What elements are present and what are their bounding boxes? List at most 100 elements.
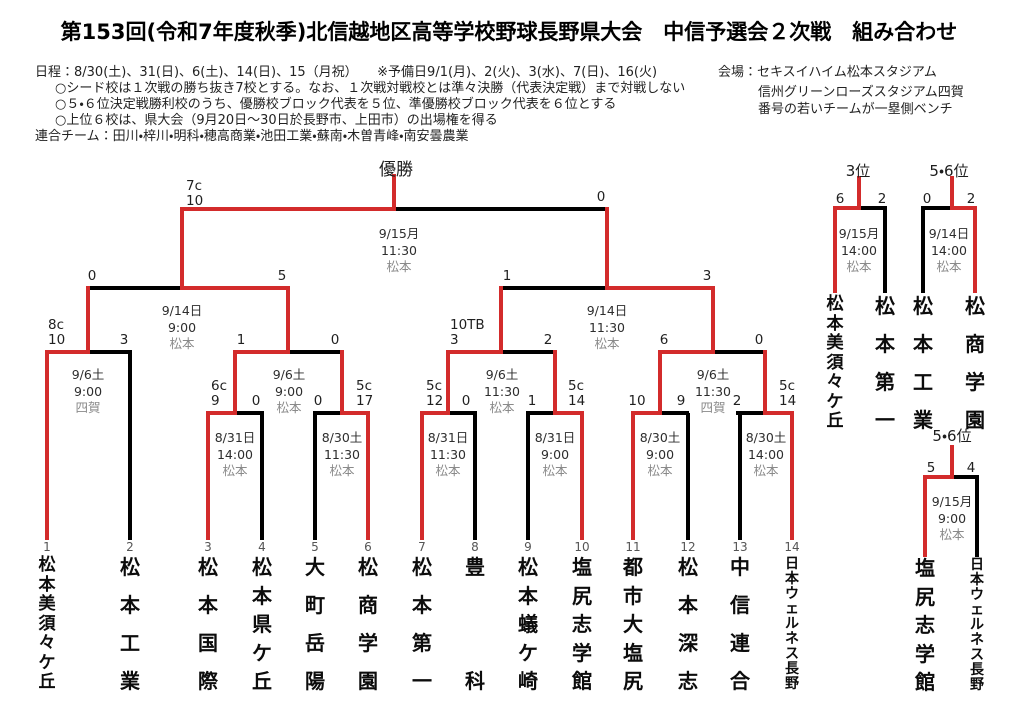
game-date: 9/14日	[586, 303, 628, 318]
team-name-char: 合	[730, 669, 750, 693]
team-name-char: 蟻	[518, 612, 538, 636]
qf3-left-score: 10TB 3	[450, 318, 485, 348]
third-right-score: 2	[877, 191, 887, 207]
team-name: 松本蟻ケ崎	[517, 557, 539, 691]
m4-left-score: 1	[527, 393, 537, 409]
note-line: ○５・６位決定戦勝利校のうち、優勝校ブロック代表を５位、準優勝校ブロック代表を６…	[55, 97, 617, 112]
qf3-game-info: 9/6土 11:30 松本	[484, 367, 520, 417]
team-name-char: 学	[358, 631, 378, 655]
team-name: 松本美須々ケ丘	[824, 296, 846, 430]
team-number: 2	[126, 540, 134, 554]
sf1-game-info: 9/14日 9:00 松本	[162, 303, 203, 353]
team-name-char: 工	[120, 631, 140, 655]
team-name-char: 本	[252, 583, 272, 608]
game-venue: 松本	[329, 463, 355, 478]
game-venue: 松本	[939, 527, 965, 542]
team-name-char: 岳	[305, 631, 325, 655]
team-name-char: 都	[623, 555, 643, 579]
team-number: 8	[471, 540, 479, 554]
sf2-right-score: 3	[702, 268, 712, 284]
m1-right-score: 0	[251, 393, 261, 409]
game-date: 9/14日	[161, 303, 203, 318]
game-date: 8/30土	[639, 430, 681, 445]
team-name-char: 長	[970, 662, 984, 678]
team-name-char: 日	[970, 557, 984, 573]
team-name: 松商学園	[357, 557, 379, 691]
game-date: 9/15月	[838, 226, 880, 241]
game-time: 9:00	[73, 383, 103, 399]
score-mark: 5c	[779, 378, 796, 394]
score-mark: 5c	[568, 378, 585, 394]
game-venue: 松本	[542, 463, 568, 478]
team-name-char: 本	[120, 593, 140, 617]
m4-right-score: 5c 14	[568, 379, 585, 409]
team-name-char: 松	[913, 294, 933, 318]
m5-game-info: 8/30土 9:00 松本	[640, 430, 681, 480]
team-name-char: 野	[785, 676, 799, 692]
game-date: 9/15月	[931, 494, 973, 509]
team-name-char: 際	[198, 669, 218, 693]
qf4-right-score: 0	[754, 332, 764, 348]
final-game-info: 9/15月 11:30 松本	[379, 226, 420, 276]
venue-line: 会場：セキスイハイム松本スタジアム	[718, 65, 937, 80]
schedule-line: 日程：8/30(土)、31(日)、6(土)、14(日)、15（月祝） ※予備日9…	[35, 65, 658, 80]
game-time: 11:30	[429, 446, 467, 462]
team-name-char: ェ	[785, 601, 799, 617]
team-name: 日本ウェルネス長野	[781, 557, 803, 691]
qf2-left-score: 1	[236, 332, 246, 348]
score-mark: 5c	[426, 378, 443, 394]
team-name-char: 園	[358, 669, 378, 693]
fifth-lower-right-score: 4	[966, 460, 976, 476]
game-date: 9/6土	[485, 367, 519, 382]
m6-game-info: 8/30土 14:00 松本	[746, 430, 787, 480]
team-name-char: 松	[198, 555, 218, 579]
team-name-char: ネ	[970, 632, 984, 648]
team-name: 中信連合	[729, 557, 751, 691]
team-name-char: 志	[915, 613, 935, 637]
game-venue: 松本	[936, 259, 962, 274]
team-name-char: 県	[252, 612, 272, 636]
m3-game-info: 8/31日 11:30 松本	[428, 430, 469, 480]
score-mark: 6c	[211, 378, 228, 394]
score-value: 10	[48, 332, 66, 348]
final-right-score: 0	[596, 189, 606, 205]
team-number: 6	[364, 540, 372, 554]
team-name-char: 本	[678, 593, 698, 617]
game-time: 14:00	[747, 446, 785, 462]
team-name-char: 塩	[915, 556, 935, 580]
game-date: 8/31日	[534, 430, 576, 445]
fifth-place-label: 5・6位	[932, 427, 972, 445]
team-name-char: 塩	[623, 640, 643, 665]
team-number: 13	[732, 540, 748, 554]
score-mark: 7c	[186, 178, 203, 194]
team-name-char: 中	[730, 555, 750, 579]
fifth-upper-left-score: 0	[922, 191, 932, 207]
team-name-char: 松	[518, 555, 538, 579]
team-name-char: 丘	[38, 672, 56, 692]
qf1-left-score: 8c 10	[48, 318, 65, 348]
team-name-char: 松	[358, 555, 378, 579]
team-name: 塩尻志学館	[571, 557, 593, 691]
game-time: 11:30	[323, 446, 361, 462]
game-time: 11:30	[483, 383, 521, 399]
team-name-char: 松	[965, 294, 985, 318]
sf2-game-info: 9/14日 11:30 松本	[587, 303, 628, 353]
team-name-char: 松	[875, 294, 895, 318]
score-mark: 5c	[356, 378, 373, 394]
m2-game-info: 8/30土 11:30 松本	[322, 430, 363, 480]
team-name: 豊科	[464, 557, 486, 691]
m5-right-score: 9	[676, 393, 686, 409]
game-date: 9/15月	[378, 226, 420, 241]
venue-line: 信州グリーンローズスタジアム四賀	[758, 85, 964, 100]
qf2-game-info: 9/6土 9:00 松本	[273, 367, 306, 417]
team-name: 松商学園	[964, 296, 986, 430]
team-name-char: 本	[198, 593, 218, 617]
m1-left-score: 6c 9	[211, 379, 227, 409]
game-time: 14:00	[216, 446, 254, 462]
coalition-line: 連合チーム：田川・梓川・明科・穂高商業・池田工業・蘇南・木曽青峰・南安曇農業	[35, 129, 469, 144]
game-time: 14:00	[930, 242, 968, 258]
team-name-char: 一	[875, 408, 895, 432]
team-name-char: 業	[913, 408, 933, 432]
team-name-char: 一	[412, 669, 432, 693]
team-name: 都市大塩尻	[622, 557, 644, 691]
